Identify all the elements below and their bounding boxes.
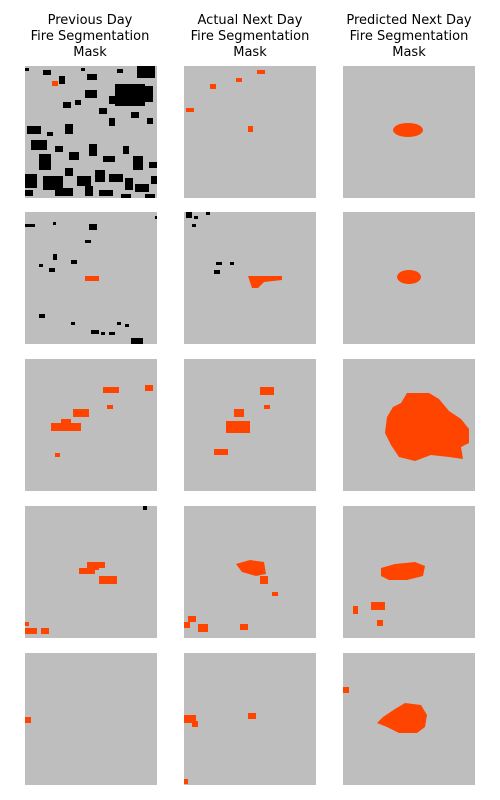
panel-r2-actual: [184, 212, 316, 344]
panel-r2-predicted: [343, 212, 475, 344]
mask-r2-actual: [186, 212, 282, 288]
fire-spot: [52, 81, 58, 86]
column-title-actual: Actual Next Day Fire Segmentation Mask: [190, 13, 310, 60]
mask-r3-actual: [214, 387, 274, 455]
mask-r1-previous: [25, 66, 157, 198]
mask-r5-predicted: [343, 687, 427, 733]
mask-r4-actual: [184, 560, 278, 632]
mask-r5-previous: [25, 717, 31, 723]
mask-r5-actual: [184, 713, 256, 784]
panel-r4-actual: [184, 506, 316, 638]
panel-r3-actual: [184, 359, 316, 491]
panel-r5-actual: [184, 653, 316, 785]
panel-r1-actual: [184, 66, 316, 198]
panel-r1-predicted: [343, 66, 475, 198]
mask-r3-predicted: [385, 393, 469, 461]
panel-r1-previous: [25, 66, 157, 198]
mask-r1-predicted: [393, 123, 423, 137]
panel-r4-predicted: [343, 506, 475, 638]
panel-r5-previous: [25, 653, 157, 785]
mask-r4-predicted: [353, 562, 425, 626]
column-title-predicted: Predicted Next Day Fire Segmentation Mas…: [346, 13, 472, 60]
column-title-previous: Previous Day Fire Segmentation Mask: [30, 13, 150, 60]
panel-r3-predicted: [343, 359, 475, 491]
panel-r3-previous: [25, 359, 157, 491]
mask-r2-previous: [25, 216, 157, 344]
mask-r4-previous: [25, 506, 147, 634]
mask-r2-predicted: [397, 270, 421, 284]
panel-r4-previous: [25, 506, 157, 638]
panel-r2-previous: [25, 212, 157, 344]
mask-r3-previous: [51, 385, 153, 457]
mask-r1-actual: [186, 70, 265, 132]
panel-r5-predicted: [343, 653, 475, 785]
